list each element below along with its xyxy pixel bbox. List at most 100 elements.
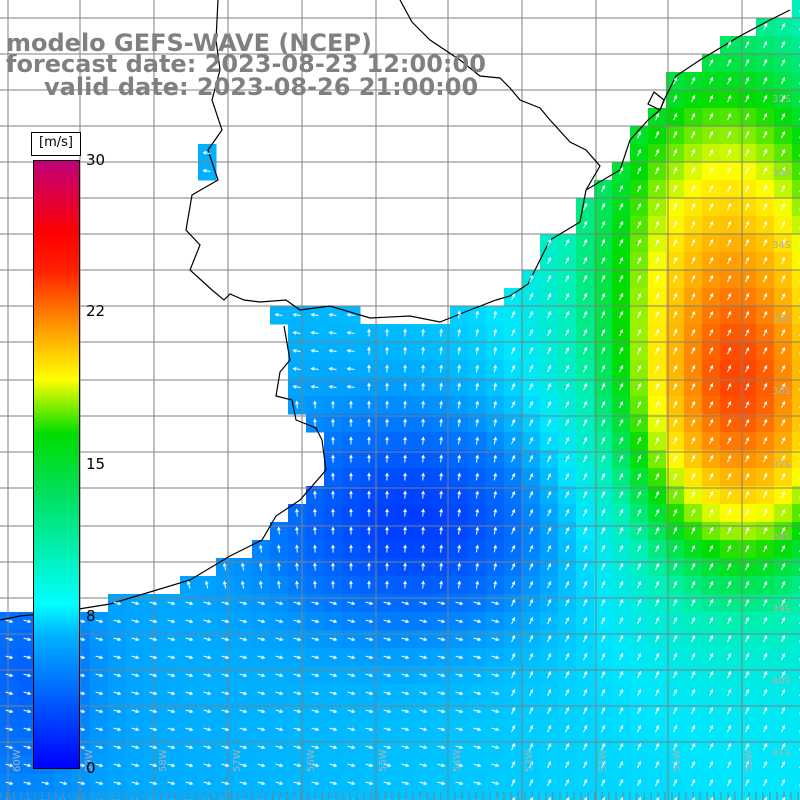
wind-arrow	[763, 454, 768, 463]
wind-arrow	[113, 637, 122, 642]
wind-arrow	[511, 328, 516, 337]
wind-cell	[126, 792, 145, 800]
wind-arrow	[511, 436, 516, 445]
wind-arrow	[383, 745, 392, 750]
wind-arrow	[23, 619, 32, 624]
wind-arrow	[547, 400, 552, 409]
wind-arrow	[583, 562, 588, 571]
wind-arrow	[239, 601, 248, 606]
wind-arrow	[565, 382, 570, 391]
wind-arrow	[655, 364, 660, 373]
wind-arrow	[475, 400, 480, 409]
wind-arrow	[511, 778, 516, 787]
wind-cell	[792, 450, 800, 469]
wind-arrow	[310, 348, 319, 353]
wind-arrow	[763, 670, 768, 679]
wind-arrow	[421, 508, 425, 517]
wind-arrow	[185, 655, 194, 660]
color-scale-bar	[33, 160, 80, 769]
wind-arrow	[202, 150, 211, 155]
wind-arrow	[655, 472, 660, 481]
wind-arrow	[493, 364, 498, 373]
wind-arrow	[547, 436, 552, 445]
wind-arrow	[655, 238, 660, 247]
wind-arrow	[637, 436, 642, 445]
wind-arrow	[583, 400, 588, 409]
wind-arrow	[95, 673, 104, 678]
wind-arrow	[583, 472, 588, 481]
wind-arrow	[673, 238, 678, 247]
lat-label: 36S	[772, 386, 791, 397]
wind-arrow	[331, 454, 335, 463]
wind-arrow	[421, 364, 425, 373]
wind-arrow	[601, 184, 606, 193]
wind-cell	[468, 792, 487, 800]
wind-arrow	[601, 472, 606, 481]
wind-arrow	[655, 274, 660, 283]
wind-arrow	[583, 292, 588, 301]
wind-arrow	[293, 655, 302, 660]
wind-arrow	[328, 330, 337, 335]
wind-arrow	[583, 580, 588, 589]
wind-arrow	[655, 670, 660, 679]
wind-arrow	[709, 454, 714, 463]
wind-arrow	[401, 637, 410, 642]
wind-arrow	[331, 418, 335, 427]
wind-cell	[486, 792, 505, 800]
wind-arrow	[311, 727, 320, 732]
wind-arrow	[346, 366, 355, 371]
wind-arrow	[565, 292, 570, 301]
wind-arrow	[275, 691, 284, 696]
wind-arrow	[655, 544, 660, 553]
wind-arrow	[673, 94, 678, 103]
wind-arrow	[493, 526, 498, 535]
wind-arrow	[619, 166, 624, 175]
wind-cell	[198, 792, 217, 800]
wind-arrow	[781, 580, 786, 589]
forecast-date: forecast date: 2023-08-23 12:00:00	[6, 50, 486, 78]
wind-cell	[720, 792, 739, 800]
wind-arrow	[455, 637, 464, 642]
wind-arrow	[673, 760, 678, 769]
wind-arrow	[167, 655, 176, 660]
wind-arrow	[367, 472, 371, 481]
wind-arrow	[275, 763, 284, 768]
wind-arrow	[547, 508, 552, 517]
wind-arrow	[619, 760, 624, 769]
wind-arrow	[347, 691, 356, 696]
wind-arrow	[403, 544, 407, 553]
wind-arrow	[709, 778, 714, 787]
wind-cell	[792, 108, 800, 127]
wind-cell	[234, 792, 253, 800]
wind-arrow	[763, 490, 768, 499]
wind-arrow	[565, 256, 570, 265]
wind-arrow	[763, 436, 768, 445]
wind-arrow	[781, 220, 786, 229]
wind-arrow	[222, 580, 227, 589]
wind-arrow	[95, 781, 104, 786]
wind-arrow	[328, 348, 337, 353]
wind-arrow	[691, 202, 696, 211]
wind-arrow	[331, 472, 335, 481]
wind-arrow	[331, 436, 335, 445]
wind-cell	[792, 666, 800, 685]
wind-arrow	[185, 619, 194, 624]
wind-arrow	[329, 727, 338, 732]
wind-arrow	[439, 490, 443, 499]
wind-arrow	[511, 652, 516, 661]
wind-arrow	[691, 76, 696, 85]
wind-arrow	[239, 619, 248, 624]
wind-arrow	[529, 616, 534, 625]
wind-arrow	[475, 436, 480, 445]
wind-arrow	[547, 346, 552, 355]
wind-arrow	[277, 544, 281, 553]
lat-label: 38S	[772, 532, 791, 543]
wind-arrow	[745, 130, 750, 139]
wind-cell	[792, 306, 800, 325]
wind-arrow	[745, 382, 750, 391]
wind-arrow	[403, 580, 407, 589]
wind-arrow	[293, 637, 302, 642]
wind-arrow	[565, 508, 570, 517]
legend-tick-30: 30	[86, 151, 106, 169]
wind-arrow	[709, 562, 714, 571]
